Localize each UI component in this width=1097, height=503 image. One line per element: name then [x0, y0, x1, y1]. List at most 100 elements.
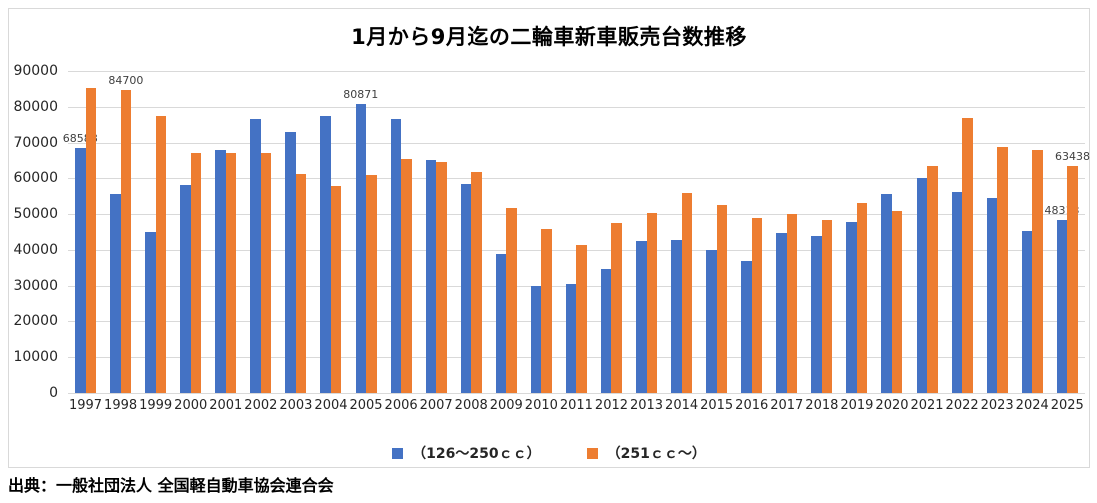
- bar-251cc: 84700: [108, 74, 143, 393]
- data-label: 84700: [108, 73, 144, 87]
- bar-251cc: [190, 152, 202, 393]
- bar-126-250cc: [706, 249, 717, 393]
- bar-126-250cc: [250, 119, 261, 393]
- bar-251cc: [1032, 150, 1043, 393]
- legend-swatch-orange-icon: [586, 447, 598, 459]
- y-tick-label: 10000: [13, 349, 58, 366]
- year-column: [419, 71, 454, 393]
- y-tick-label: 90000: [13, 63, 58, 79]
- bar-126-250cc: [565, 283, 577, 393]
- y-tick-label: 20000: [13, 313, 58, 330]
- bar-126-250cc: [916, 177, 928, 393]
- bar-126-250cc: [390, 118, 402, 393]
- bar-251cc: [891, 211, 903, 393]
- x-tick-label: 1999: [139, 398, 173, 413]
- year-column: [629, 71, 664, 393]
- x-tick-label: 2005: [349, 398, 383, 413]
- x-tick-label: 2016: [735, 398, 769, 413]
- bar-251cc: [576, 244, 587, 393]
- bar-251cc: [401, 159, 412, 393]
- x-tick-label: 2007: [419, 398, 453, 413]
- y-tick-label: 70000: [13, 134, 58, 151]
- legend-label: （126～250ｃｃ）: [412, 446, 541, 462]
- bar-251cc: 63438: [1055, 150, 1090, 393]
- bar-126-250cc: [215, 150, 226, 393]
- x-tick-label: 2000: [174, 398, 208, 413]
- legend-item: （126～250ｃｃ）: [392, 443, 541, 463]
- year-column: [664, 71, 699, 393]
- x-tick-label: 2025: [1050, 398, 1084, 413]
- year-column: [874, 71, 909, 393]
- legend-item: （251ｃｃ～）: [586, 443, 706, 463]
- bar-126-250cc: [320, 116, 331, 393]
- bar-126-250cc: [986, 197, 998, 393]
- bar-251cc: [260, 152, 272, 393]
- x-tick-label: 2013: [629, 398, 664, 413]
- year-column: [1015, 71, 1050, 393]
- year-column: [208, 71, 243, 393]
- x-tick-label: 2010: [524, 398, 558, 413]
- year-column: [594, 71, 629, 393]
- bar-126-250cc: [636, 240, 647, 393]
- y-tick-label: 0: [49, 385, 58, 401]
- data-label: 80871: [343, 87, 379, 101]
- x-tick-label: 1997: [68, 398, 103, 413]
- bar-126-250cc: [1021, 231, 1033, 393]
- x-tick-label: 2018: [805, 398, 839, 413]
- gridline: [68, 106, 1085, 108]
- year-column: [980, 71, 1015, 393]
- bar-251cc: [85, 87, 97, 393]
- source-text: 出典：一般社団法人 全国軽自動車協会連合会: [8, 476, 334, 495]
- y-tick-label: 50000: [13, 206, 58, 223]
- year-column: [769, 71, 804, 393]
- bar-251cc: [681, 193, 693, 393]
- bar-126-250cc: [425, 160, 437, 393]
- bar-251cc: [225, 152, 237, 393]
- y-axis: 0 10000 20000 30000 40000 50000 60000 70000 8000…: [9, 63, 58, 401]
- bar-251cc: [856, 202, 868, 393]
- year-column: [804, 71, 839, 393]
- x-tick-label: 2022: [945, 398, 979, 413]
- year-column: [243, 71, 278, 393]
- bar-251cc: [927, 166, 938, 393]
- x-tick-label: 2009: [489, 398, 523, 413]
- bar-251cc: [366, 175, 377, 393]
- x-tick-label: 2014: [665, 398, 699, 413]
- bar-126-250cc: [951, 191, 963, 393]
- year-column: [945, 71, 980, 393]
- y-tick-label: 60000: [13, 170, 58, 187]
- bar-251cc: [506, 208, 517, 393]
- bar-126-250cc: [846, 222, 857, 393]
- bar-251cc: [962, 117, 973, 393]
- year-column: 68588: [63, 71, 103, 393]
- year-column: [278, 71, 313, 393]
- year-column: 80871: [343, 71, 384, 393]
- x-tick-label: 2021: [910, 398, 944, 413]
- x-tick-label: 2001: [209, 398, 243, 413]
- bar-251cc: [786, 213, 798, 393]
- bar-126-250cc: [285, 132, 296, 393]
- year-column: [384, 71, 419, 393]
- bar-126-250cc: [180, 184, 191, 393]
- bar-126-250cc: 80871: [343, 88, 378, 393]
- legend: （126～250ｃｃ） （251ｃｃ～）: [9, 443, 1089, 463]
- gridline: [68, 71, 1085, 72]
- bar-126-250cc: [881, 193, 892, 393]
- bar-251cc: [821, 219, 833, 393]
- chart-frame: 1月から9月迄の二輪車新車販売台数推移 0 10000 20000 30000 4000…: [8, 8, 1090, 468]
- chart-title: 1月から9月迄の二輪車新車販売台数推移: [351, 25, 747, 49]
- legend-swatch-blue-icon: [392, 447, 404, 459]
- x-axis: 1997 1998 1999 2000 2001 2002 2003 2004 2005 2006…: [68, 398, 1085, 413]
- bar-126-250cc: 68588: [63, 132, 98, 393]
- year-column: [559, 71, 594, 393]
- bar-126-250cc: [530, 286, 542, 393]
- year-column: [173, 71, 208, 393]
- x-tick-label: 2017: [770, 398, 804, 413]
- bar-251cc: [716, 204, 728, 393]
- x-tick-label: 2003: [279, 398, 313, 413]
- bar-126-250cc: [741, 261, 752, 393]
- gridline: [68, 214, 1085, 216]
- x-tick-label: 2023: [980, 398, 1014, 413]
- year-column: 84700: [103, 71, 143, 393]
